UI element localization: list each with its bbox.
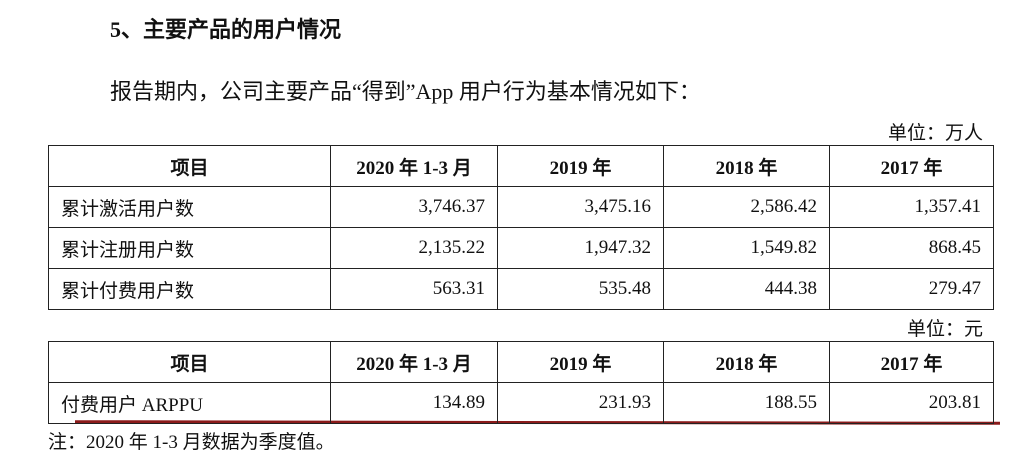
value-cell: 2,586.42: [663, 186, 830, 228]
header-row: 项目 2020 年 1-3 月 2019 年 2018 年 2017 年: [48, 145, 994, 187]
note: 注：2020 年 1-3 月数据为季度值。: [48, 432, 335, 453]
value-cell: 231.93: [497, 382, 664, 424]
table-row: 累计注册用户数 2,135.22 1,947.32 1,549.82 868.45: [48, 227, 994, 269]
header-cell: 2017 年: [829, 145, 994, 187]
value-cell: 134.89: [330, 382, 498, 424]
header-cell: 2020 年 1-3 月: [330, 341, 498, 383]
header-cell: 2018 年: [663, 341, 830, 383]
value-cell: 188.55: [663, 382, 830, 424]
header-cell: 2018 年: [663, 145, 830, 187]
header-cell: 2019 年: [497, 145, 664, 187]
header-cell: 2020 年 1-3 月: [330, 145, 498, 187]
value-cell: 868.45: [829, 227, 994, 269]
label-cell: 累计注册用户数: [48, 227, 331, 269]
intro: 报告期内，公司主要产品“得到”App 用户行为基本情况如下：: [110, 79, 701, 104]
value-cell: 444.38: [663, 268, 830, 310]
value-cell: 203.81: [829, 382, 994, 424]
unit-label: 单位：万人: [887, 123, 983, 144]
label-cell: 累计激活用户数: [48, 186, 331, 228]
header-cell: 2019 年: [497, 341, 664, 383]
value-cell: 1,549.82: [663, 227, 830, 269]
table-row: 累计激活用户数 3,746.37 3,475.16 2,586.42 1,357.41: [48, 186, 994, 228]
unit-label: 单位：元: [906, 319, 983, 340]
heading: 5、主要产品的用户情况: [110, 17, 342, 42]
value-cell: 1,947.32: [497, 227, 664, 269]
value-cell: 563.31: [330, 268, 498, 310]
data-table: 项目 2020 年 1-3 月 2019 年 2018 年 2017 年累计激活用户数 3…: [48, 145, 994, 310]
header-cell: 项目: [48, 341, 331, 383]
header-cell: 项目: [48, 145, 331, 187]
value-cell: 3,475.16: [497, 186, 664, 228]
table-row: 付费用户 ARPPU 134.89 231.93 188.55 203.81: [48, 382, 994, 424]
value-cell: 279.47: [829, 268, 994, 310]
header-cell: 2017 年: [829, 341, 994, 383]
label-cell: 付费用户 ARPPU: [48, 382, 331, 424]
header-row: 项目 2020 年 1-3 月 2019 年 2018 年 2017 年: [48, 341, 994, 383]
label-cell: 累计付费用户数: [48, 268, 331, 310]
value-cell: 2,135.22: [330, 227, 498, 269]
data-table: 项目 2020 年 1-3 月 2019 年 2018 年 2017 年付费用户 ARP…: [48, 341, 994, 424]
table-row: 累计付费用户数 563.31 535.48 444.38 279.47: [48, 268, 994, 310]
value-cell: 3,746.37: [330, 186, 498, 228]
value-cell: 535.48: [497, 268, 664, 310]
value-cell: 1,357.41: [829, 186, 994, 228]
